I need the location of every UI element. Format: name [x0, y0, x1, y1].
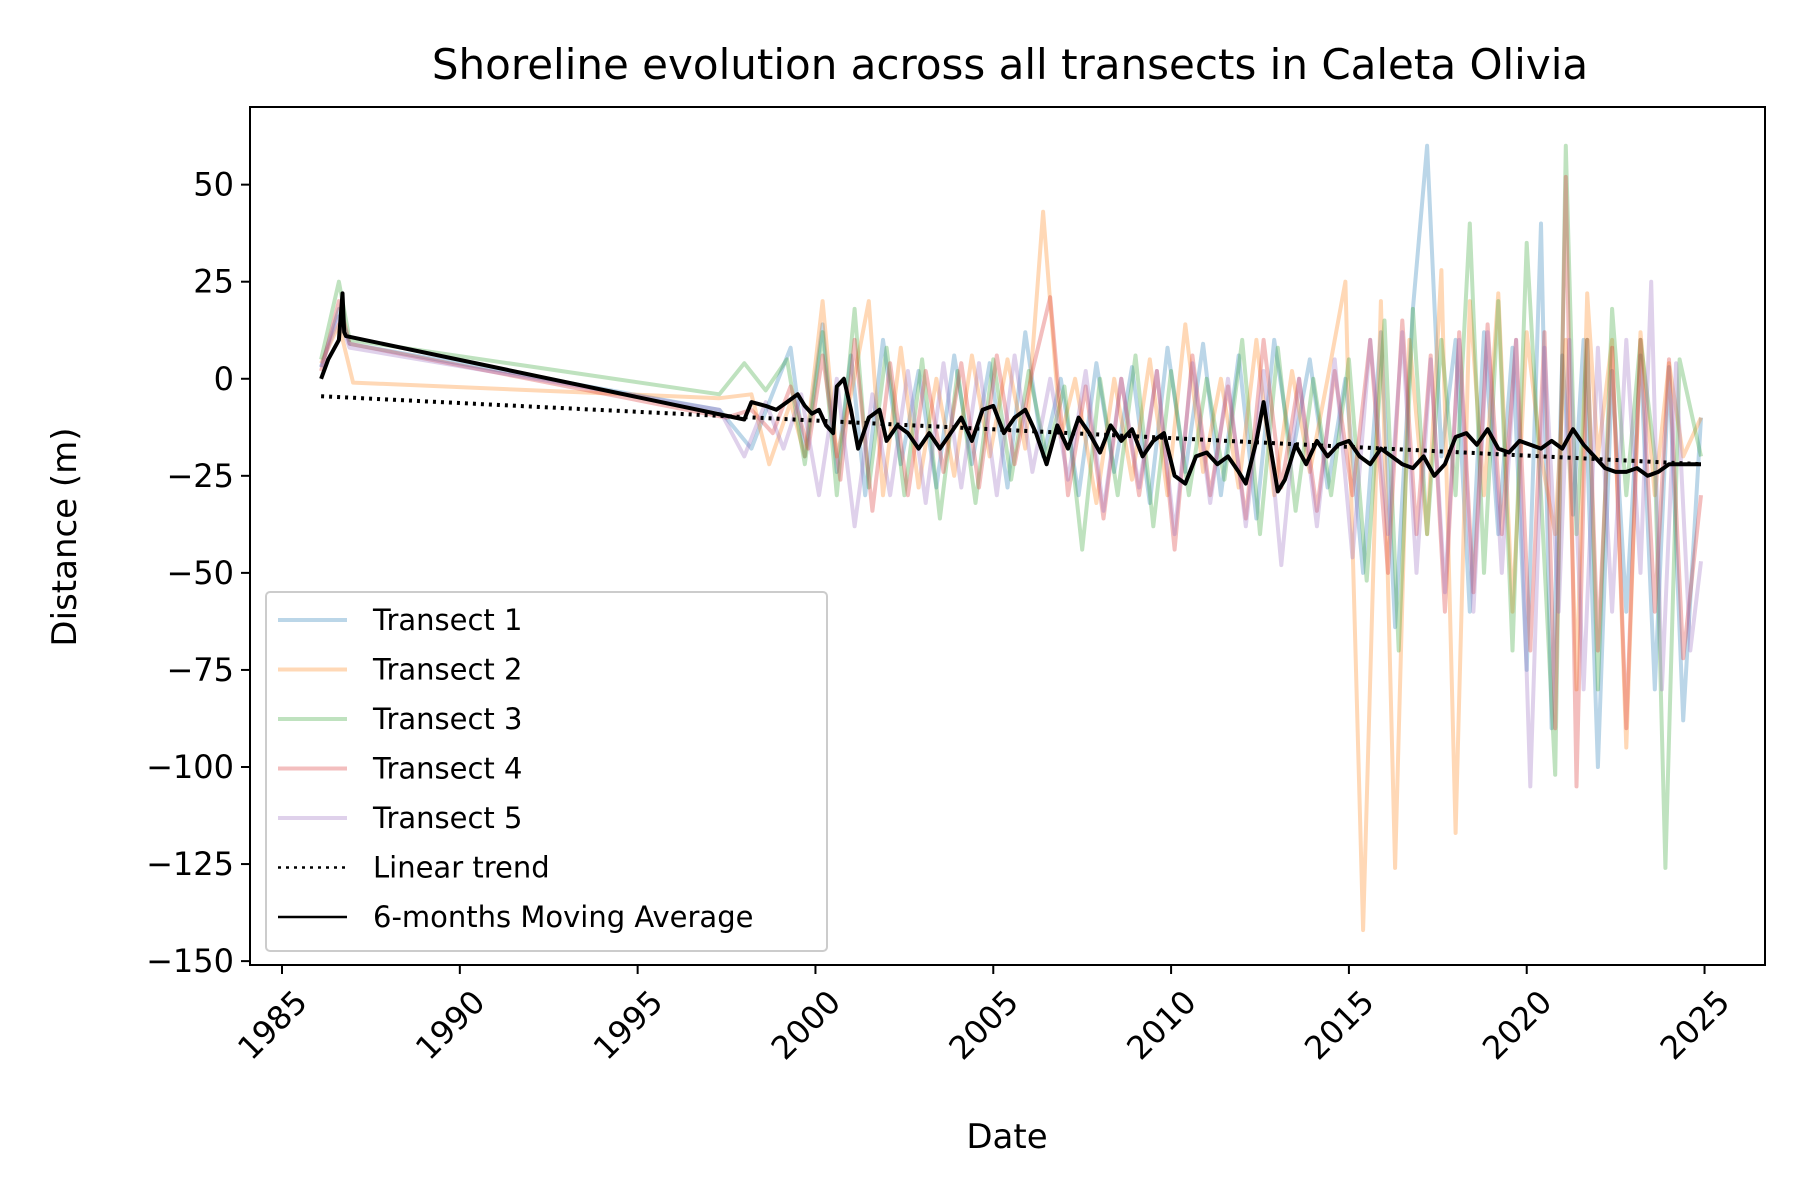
y-tick-label: 25 [193, 263, 234, 301]
series-transect-1 [319, 143, 1703, 769]
series-transect-2 [319, 209, 1703, 933]
x-tick-label: 2015 [1297, 983, 1381, 1067]
series-transect-3 [319, 143, 1703, 870]
x-tick-label: 2005 [941, 983, 1025, 1067]
legend-label: Transect 1 [372, 603, 522, 637]
x-tick-label: 1990 [408, 983, 492, 1067]
plot-frame [249, 106, 1766, 966]
y-axis-label: Distance (m) [45, 427, 85, 646]
legend-item: Transect 2 [278, 653, 522, 687]
x-axis-label: Date [966, 1117, 1047, 1157]
series-transect-4 [319, 174, 1703, 789]
x-tick-label: 1985 [230, 983, 314, 1067]
y-tick-label: −125 [146, 845, 234, 883]
x-tick-label: 1995 [586, 983, 670, 1067]
series-layer [319, 143, 1703, 933]
legend-label: 6-months Moving Average [373, 900, 753, 934]
y-tick-label: 0 [214, 360, 234, 398]
legend-item: 6-months Moving Average [278, 900, 753, 934]
legend-label: Transect 2 [372, 653, 522, 687]
chart-title: Shoreline evolution across all transects… [432, 40, 1588, 89]
x-tick-label: 2000 [764, 983, 848, 1067]
y-tick-label: −75 [166, 651, 234, 689]
legend-label: Transect 4 [372, 752, 522, 786]
series-linear-trend [321, 394, 1702, 467]
y-tick-label: 50 [193, 166, 234, 204]
legend-item: Linear trend [278, 851, 550, 885]
legend-box [265, 591, 828, 952]
legend-item: Transect 1 [278, 603, 522, 637]
legend-item: Transect 5 [278, 801, 522, 835]
y-tick-label: −50 [166, 554, 234, 592]
legend-item: Transect 4 [278, 752, 522, 786]
x-tick-label: 2020 [1475, 983, 1559, 1067]
y-tick-label: −25 [166, 457, 234, 495]
series-6-months-moving-average [319, 291, 1701, 494]
y-tick-label: −100 [146, 748, 234, 786]
legend-label: Transect 5 [372, 801, 522, 835]
y-axis: 50 25 0 −25 −50 −75 −100 −125 −150 [146, 166, 250, 980]
y-tick-label: −150 [146, 942, 234, 980]
series-transect-5 [319, 279, 1703, 789]
legend-item: Transect 3 [278, 702, 522, 736]
x-tick-label: 2025 [1653, 983, 1737, 1067]
legend-label: Transect 3 [372, 702, 522, 736]
x-tick-label: 2010 [1119, 983, 1203, 1067]
legend: Transect 1 Transect 2 Transect 3 Transect 4… [265, 591, 828, 952]
x-axis: 1985 1990 1995 2000 2005 2010 2015 2020 2025 [230, 965, 1737, 1067]
legend-label: Linear trend [373, 851, 550, 885]
